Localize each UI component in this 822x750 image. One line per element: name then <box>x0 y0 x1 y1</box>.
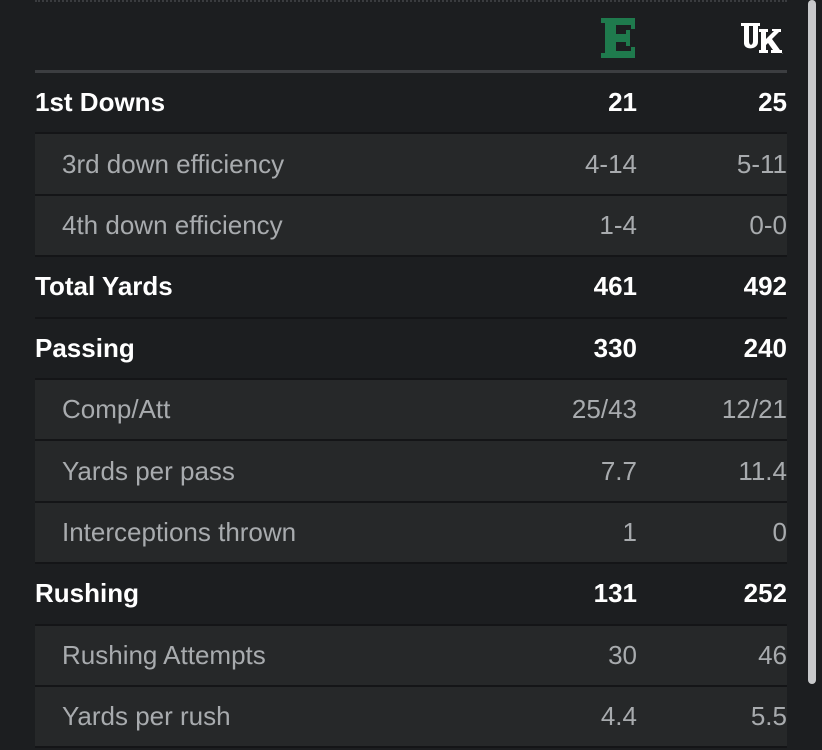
away-team-value: 131 <box>593 578 637 609</box>
stat-label: Rushing <box>35 578 139 609</box>
home-team-value: 25 <box>758 87 787 118</box>
stat-label: 1st Downs <box>35 87 166 118</box>
svg-text:.: . <box>782 50 783 55</box>
away-team-value: 330 <box>593 332 637 363</box>
stat-label: Interceptions thrown <box>62 516 297 547</box>
away-team-value: 7.7 <box>600 455 637 486</box>
home-team-logo[interactable]: . <box>737 15 785 61</box>
stat-row: Comp/Att 25/43 12/21 <box>35 379 787 442</box>
stat-row: Rushing 131 252 <box>35 564 787 626</box>
away-team-value: 25/43 <box>571 394 637 425</box>
away-team-value: 1 <box>622 516 637 547</box>
home-team-value: 252 <box>743 578 787 609</box>
stat-row: Yards per pass 7.7 11.4 <box>35 441 787 503</box>
home-team-value: 240 <box>743 332 787 363</box>
stat-label: Rushing Attempts <box>62 639 266 670</box>
home-team-value: 11.4 <box>738 455 787 486</box>
team-header: . <box>35 3 787 71</box>
away-team-value: 30 <box>608 639 637 670</box>
stat-row: 3rd down efficiency 4-14 5-11 <box>35 134 787 196</box>
kentucky-uk-icon: . <box>741 23 783 55</box>
stat-label: Total Yards <box>35 271 173 302</box>
away-team-logo[interactable] <box>593 15 637 61</box>
stat-label: Passing <box>35 332 135 363</box>
away-team-value: 4-14 <box>584 148 637 179</box>
home-team-value: 0-0 <box>749 209 787 240</box>
stat-label: 4th down efficiency <box>62 209 283 240</box>
stat-label: Comp/Att <box>62 394 171 425</box>
scrollbar[interactable] <box>808 0 816 684</box>
home-team-value: 492 <box>743 271 787 302</box>
home-team-value: 5-11 <box>736 148 787 179</box>
top-divider <box>35 0 787 5</box>
stat-row: Passing 330 240 <box>35 318 787 380</box>
stat-label: Yards per pass <box>62 455 235 486</box>
header-divider <box>35 70 787 73</box>
away-team-value: 4.4 <box>600 701 637 732</box>
home-team-value: 5.5 <box>750 701 787 732</box>
home-team-value: 12/21 <box>721 394 787 425</box>
eastern-michigan-e-icon <box>601 18 635 58</box>
stat-row: 4th down efficiency 1-4 0-0 <box>35 195 787 258</box>
stat-row: Rushing Attempts 30 46 <box>35 625 787 687</box>
away-team-value: 461 <box>593 271 637 302</box>
stat-row: Total Yards 461 492 <box>35 257 787 319</box>
away-team-value: 21 <box>608 87 637 118</box>
stats-table: 1st Downs 21 25 3rd down efficiency 4-14 5-11… <box>35 73 787 749</box>
stat-label: Yards per rush <box>62 701 231 732</box>
stat-label: 3rd down efficiency <box>62 148 285 179</box>
home-team-value: 0 <box>772 516 787 547</box>
stat-row: 1st Downs 21 25 <box>35 73 787 135</box>
home-team-value: 46 <box>758 639 787 670</box>
stat-row: Interceptions thrown 1 0 <box>35 502 787 565</box>
away-team-value: 1-4 <box>599 209 637 240</box>
stat-row: Yards per rush 4.4 5.5 <box>35 686 787 749</box>
